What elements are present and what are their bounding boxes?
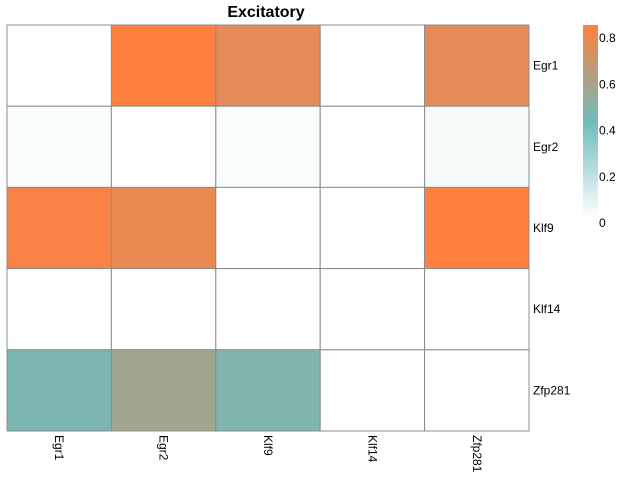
row-label: Egr1 — [533, 59, 559, 73]
row-labels: Egr1 Egr2 Klf9 Klf14 Zfp281 — [533, 59, 571, 398]
heatmap-cell-egr1-klf14 — [319, 24, 426, 107]
heatmap-cells — [6, 24, 530, 432]
heatmap-cell-klf9-egr2 — [110, 186, 217, 270]
colorbar-tick-label: 0.8 — [599, 31, 616, 45]
column-label: Egr2 — [157, 435, 171, 461]
heatmap-cell-klf14-klf9 — [215, 268, 321, 351]
heatmap-cell-egr1-egr2 — [110, 24, 217, 107]
column-label: Klf9 — [261, 435, 275, 456]
column-labels: Egr1 Egr2 Klf9 Klf14 Zfp281 — [52, 435, 484, 473]
heatmap-cell-egr2-egr2 — [110, 105, 217, 188]
heatmap-cell-egr2-zfp281 — [424, 105, 530, 188]
column-label: Egr1 — [52, 435, 66, 461]
heatmap-cell-egr1-klf9 — [215, 24, 321, 107]
heatmap-cell-klf14-zfp281 — [424, 268, 530, 351]
colorbar-tick-label: 0.4 — [599, 124, 616, 138]
heatmap-cell-klf9-klf9 — [215, 186, 321, 270]
heatmap-cell-zfp281-klf9 — [215, 349, 321, 432]
heatmap-cell-klf14-egr2 — [110, 268, 217, 351]
heatmap-cell-zfp281-zfp281 — [424, 349, 530, 432]
heatmap-cell-klf14-klf14 — [319, 268, 426, 351]
row-label: Klf9 — [533, 221, 554, 235]
heatmap-cell-zfp281-klf14 — [319, 349, 426, 432]
colorbar-tick-label: 0.6 — [599, 77, 616, 91]
colorbar-tick-label: 0.2 — [599, 170, 616, 184]
heatmap-cell-egr2-klf14 — [319, 105, 426, 188]
heatmap-cell-egr1-egr1 — [6, 24, 112, 107]
heatmap-cell-klf9-klf14 — [319, 186, 426, 270]
row-label: Egr2 — [533, 140, 559, 154]
heatmap-cell-klf9-egr1 — [6, 186, 112, 270]
heatmap-cell-klf9-zfp281 — [424, 186, 530, 270]
heatmap-cell-egr2-egr1 — [6, 105, 112, 188]
heatmap-cell-klf14-egr1 — [6, 268, 112, 351]
heatmap-cell-egr1-zfp281 — [424, 24, 530, 107]
colorbar: 0 0.2 0.4 0.6 0.8 — [583, 25, 616, 230]
heatmap-cell-zfp281-egr2 — [110, 349, 217, 432]
row-label: Klf14 — [533, 302, 561, 316]
row-label: Zfp281 — [533, 383, 571, 397]
column-label: Zfp281 — [470, 435, 484, 473]
chart-title: Excitatory — [227, 4, 304, 21]
column-label: Klf14 — [365, 435, 379, 463]
colorbar-tick-label: 0 — [599, 216, 606, 230]
heatmap-cell-zfp281-egr1 — [6, 349, 112, 432]
heatmap-cell-egr2-klf9 — [215, 105, 321, 188]
colorbar-gradient — [583, 25, 598, 219]
